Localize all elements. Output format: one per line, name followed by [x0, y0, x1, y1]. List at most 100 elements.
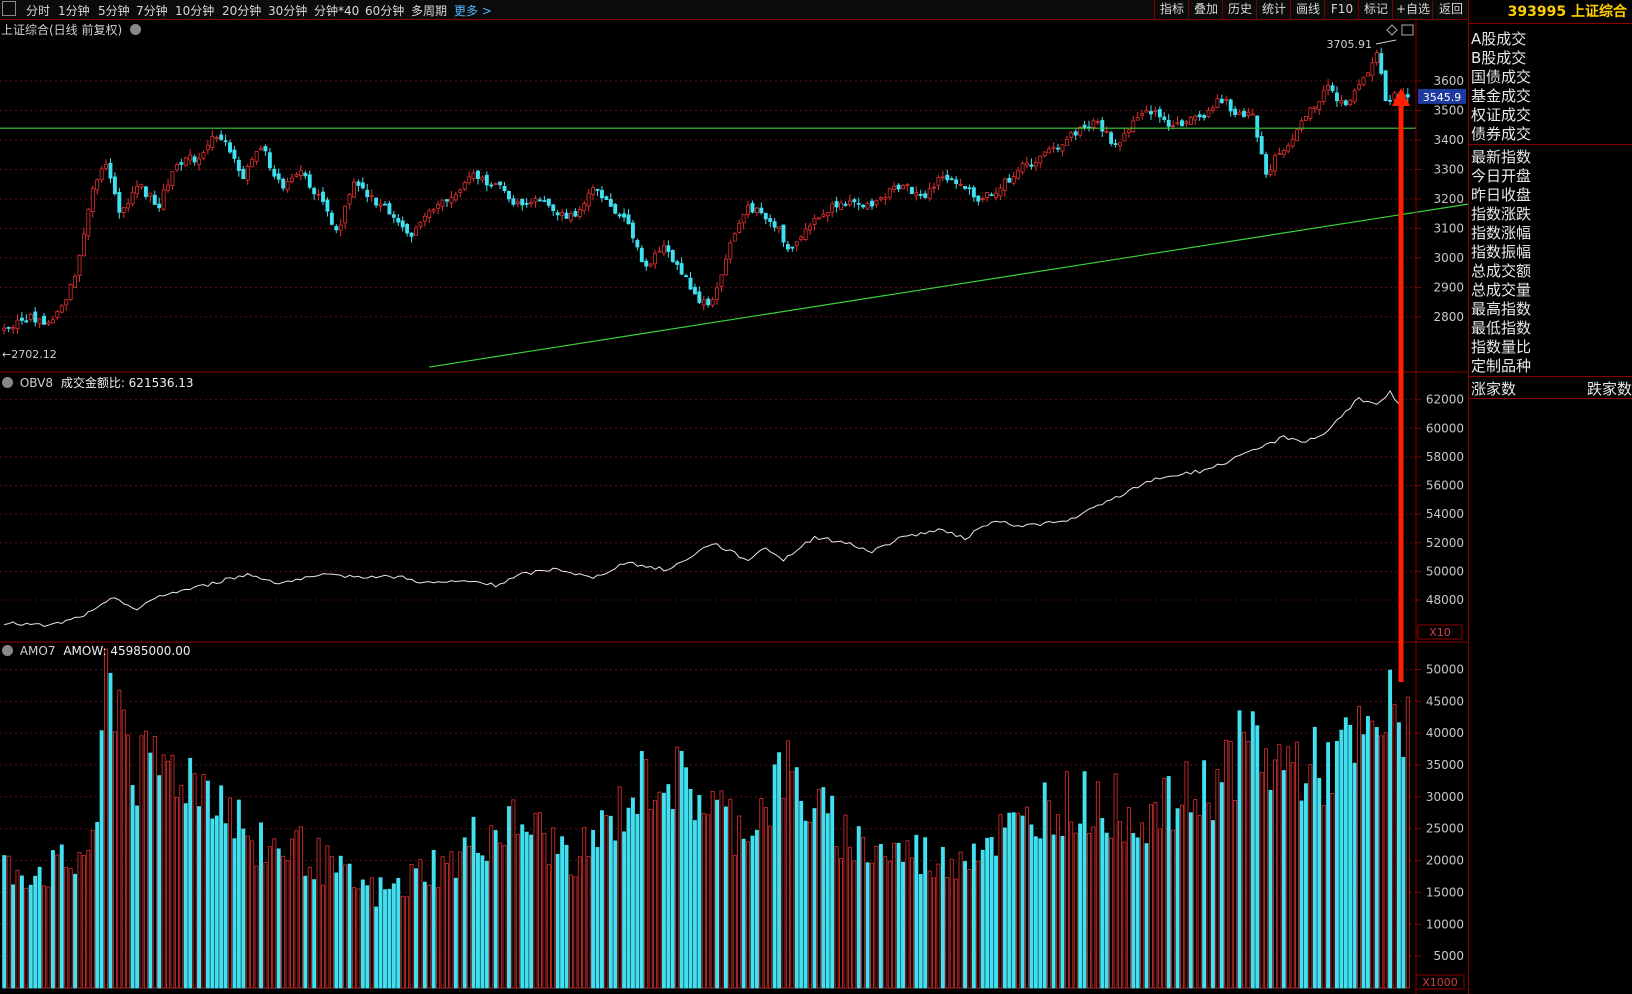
tool-f10[interactable]: F10 [1324, 0, 1359, 19]
candle-body [830, 203, 835, 213]
tool-history[interactable]: 历史 [1222, 0, 1257, 19]
tool-add-watchlist[interactable]: +自选 [1392, 0, 1433, 19]
candle-body [555, 212, 560, 216]
side-item-volume[interactable]: 总成交量 [1471, 281, 1532, 299]
tool-overlay[interactable]: 叠加 [1188, 0, 1223, 19]
side-item-vol-ratio[interactable]: 指数量比 [1471, 338, 1532, 356]
side-item-warrant[interactable]: 权证成交 [1471, 106, 1532, 124]
candle-body [1118, 142, 1122, 147]
candle-body [414, 227, 418, 236]
candle-body [790, 246, 795, 249]
amo-bar [223, 823, 228, 989]
candle-body [746, 204, 751, 215]
settings-circle-icon[interactable] [130, 24, 142, 35]
candle-body [1281, 150, 1286, 156]
candle-body [374, 197, 379, 206]
amo-bar [28, 884, 33, 989]
period-tab-3[interactable]: 7分钟 [136, 4, 168, 18]
candle-body [1180, 120, 1184, 127]
tool-indicator[interactable]: 指标 [1154, 0, 1189, 19]
diamond-icon[interactable] [1386, 24, 1398, 36]
amo-bar [391, 883, 396, 989]
candle-body [1126, 129, 1131, 133]
side-item-decliners[interactable]: 跌家数 [1587, 380, 1632, 398]
amo-bar [77, 852, 82, 989]
panel-toggle-icon[interactable] [2, 1, 16, 16]
candle-body [174, 164, 179, 171]
period-tab-8[interactable]: 60分钟 [365, 4, 405, 18]
period-tab-2[interactable]: 5分钟 [98, 4, 130, 18]
side-item-a-share[interactable]: A股成交 [1471, 30, 1527, 48]
amo-bar [803, 820, 808, 989]
amo-bar [480, 855, 485, 989]
side-item-custom[interactable]: 定制品种 [1471, 357, 1532, 375]
side-item-advancers[interactable]: 涨家数 [1471, 380, 1517, 398]
period-tab-9[interactable]: 多周期 [411, 4, 448, 18]
amo-bar [878, 844, 883, 989]
amo-bar [799, 800, 804, 989]
side-item-low[interactable]: 最低指数 [1471, 319, 1532, 337]
side-item-change[interactable]: 指数涨跌 [1471, 205, 1532, 223]
more-periods-button[interactable]: 更多 > [454, 4, 492, 18]
period-tab-7[interactable]: 分钟*40 [314, 4, 360, 18]
amo-bar [409, 864, 414, 989]
candle-body [741, 214, 746, 224]
side-item-latest[interactable]: 最新指数 [1471, 148, 1532, 166]
amo-bar [670, 809, 675, 989]
candle-body [6, 326, 11, 329]
side-item-fund[interactable]: 基金成交 [1471, 87, 1532, 105]
y-tick-label: 3400 [1433, 133, 1464, 147]
tool-back[interactable]: 返回 [1432, 0, 1469, 19]
side-item-change-pct[interactable]: 指数涨幅 [1471, 224, 1532, 242]
amo-bar [2, 855, 7, 989]
side-item-b-share[interactable]: B股成交 [1471, 49, 1527, 67]
window-icon[interactable] [1401, 24, 1414, 36]
obv-panel-title: OBV8 成交金额比: 621536.13 [2, 374, 194, 391]
amo-bar [55, 854, 60, 989]
amo-bar [135, 805, 139, 989]
side-item-high[interactable]: 最高指数 [1471, 300, 1532, 318]
collapse-circle-icon[interactable] [2, 377, 13, 388]
amo-bar [608, 815, 613, 989]
period-tab-4[interactable]: 10分钟 [175, 4, 215, 18]
candle-body [1286, 145, 1291, 152]
amo-bar [316, 837, 321, 989]
y-tick-label: 3300 [1433, 162, 1464, 176]
tool-draw[interactable]: 画线 [1290, 0, 1325, 19]
amo-bar [1140, 822, 1145, 989]
tool-mark[interactable]: 标记 [1358, 0, 1393, 19]
candle-body [1051, 146, 1056, 149]
amo-bar [1162, 777, 1167, 989]
high-annotation: 3705.91 [1327, 38, 1373, 51]
candle-body [276, 173, 281, 180]
candle-body [1233, 108, 1238, 115]
candle-body [1184, 121, 1189, 124]
period-tab-1[interactable]: 1分钟 [58, 4, 90, 18]
side-item-turnover[interactable]: 总成交额 [1471, 262, 1532, 280]
amo-bar [901, 861, 905, 989]
period-tab-6[interactable]: 30分钟 [268, 4, 308, 18]
candle-body [86, 208, 91, 237]
candle-body [369, 195, 374, 198]
amo-bar [1339, 729, 1344, 989]
amo-bar [639, 751, 644, 989]
side-item-amplitude[interactable]: 指数振幅 [1471, 243, 1532, 261]
candle-body [1029, 164, 1034, 167]
candle-body [476, 170, 480, 180]
candle-body [586, 192, 591, 207]
side-item-bond[interactable]: 债券成交 [1471, 125, 1532, 143]
chart-area[interactable]: 2800 2900 3000 3100 3200 3300 3400 3500 3600 4800… [0, 0, 1468, 994]
sidebar-divider [1469, 398, 1632, 399]
period-tab-5[interactable]: 20分钟 [222, 4, 262, 18]
collapse-circle-icon[interactable] [2, 645, 13, 656]
candle-body [347, 194, 352, 205]
y-tick-label: 30000 [1426, 790, 1464, 804]
side-item-open[interactable]: 今日开盘 [1471, 167, 1532, 185]
period-tab-0[interactable]: 分时 [26, 4, 51, 18]
tool-stats[interactable]: 统计 [1256, 0, 1291, 19]
candle-body [1069, 132, 1074, 138]
side-item-prev-close[interactable]: 昨日收盘 [1471, 186, 1532, 204]
amo-bar [19, 875, 24, 989]
obv-unit-label: X10 [1429, 626, 1451, 639]
side-item-treasury[interactable]: 国债成交 [1471, 68, 1532, 86]
